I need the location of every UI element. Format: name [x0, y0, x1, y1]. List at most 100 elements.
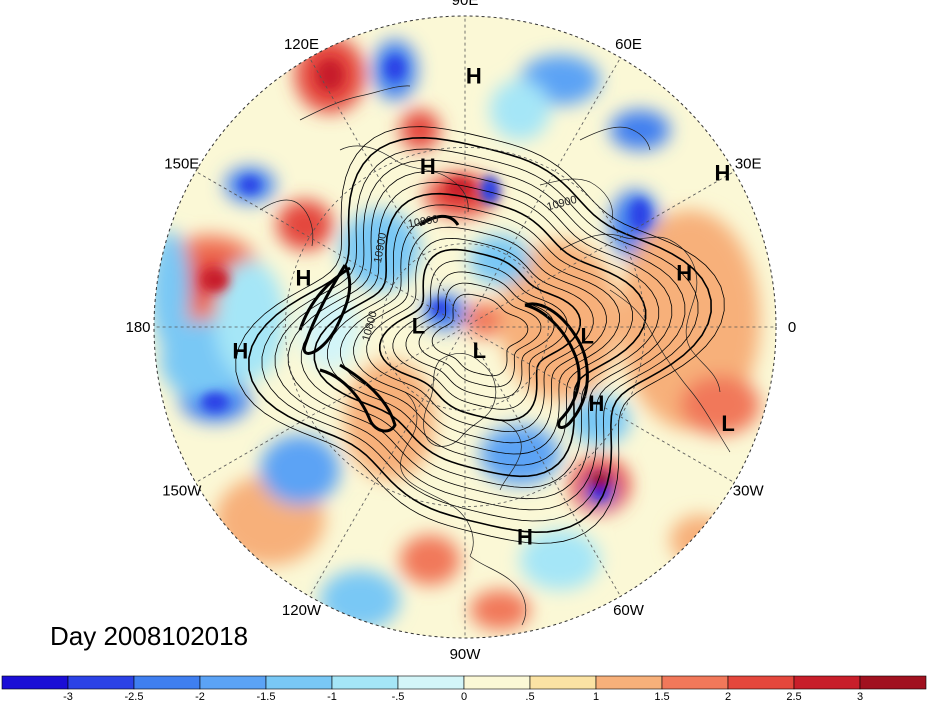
- colorbar-tick-label: .5: [525, 691, 534, 702]
- colorbar-swatch: [199, 675, 267, 690]
- meridian-line: [309, 331, 463, 597]
- height-contour: [313, 192, 647, 478]
- colorbar-tick-label: 1.5: [654, 691, 669, 702]
- anomaly-patch: [320, 570, 400, 630]
- meridian-line: [469, 329, 735, 483]
- colorbar-swatch: [859, 675, 927, 690]
- meridian-line: [195, 329, 461, 483]
- colorbar-tick-label: 1: [593, 691, 599, 702]
- high-pressure-label: H: [420, 154, 436, 179]
- longitude-label: 150W: [162, 483, 202, 500]
- parallel-circle: [284, 146, 646, 508]
- anomaly-patch: [680, 375, 760, 435]
- high-pressure-label: H: [676, 260, 692, 285]
- meridian-line: [195, 171, 461, 325]
- high-pressure-label: H: [588, 391, 604, 416]
- colorbar-tick-label: 0: [461, 691, 467, 702]
- longitude-label: 150E: [164, 156, 199, 173]
- high-pressure-label: H: [714, 160, 730, 185]
- anomaly-patch: [500, 240, 620, 400]
- height-contour: [274, 159, 686, 511]
- longitude-label: 90E: [452, 0, 479, 9]
- anomaly-patch: [670, 515, 730, 565]
- height-contour: [418, 282, 542, 388]
- colorbar-tick-label: 2.5: [786, 691, 801, 702]
- anomaly-patch: [610, 110, 670, 150]
- longitude-label: 120E: [284, 36, 319, 53]
- strong-gradient-contour: [524, 302, 589, 429]
- high-pressure-label: H: [466, 63, 482, 88]
- anomaly-patch: [345, 360, 435, 480]
- colorbar-swatch: [265, 675, 333, 690]
- day-label: Day 2008102018: [50, 621, 248, 651]
- strong-gradient-contour: [419, 214, 460, 227]
- height-contour: [431, 293, 529, 377]
- colorbar-tick-label: 3: [857, 691, 863, 702]
- colorbar-swatch: [529, 675, 597, 690]
- height-contour: [379, 248, 581, 422]
- anomaly-core: [385, 56, 405, 80]
- colorbar-swatch: [67, 675, 135, 690]
- longitude-label: 90W: [450, 646, 482, 663]
- parallel-circle: [381, 243, 549, 411]
- contour-value-label: 10800: [407, 213, 439, 230]
- anomaly-patch: [520, 530, 600, 590]
- longitude-label: 60W: [613, 602, 645, 619]
- map-boundary: [153, 15, 777, 639]
- anomaly-core: [590, 472, 610, 492]
- colorbar-tick-label: -2: [195, 691, 205, 702]
- high-pressure-label: H: [296, 266, 312, 291]
- meridian-line: [467, 331, 621, 597]
- anomaly-patch: [490, 80, 550, 140]
- colorbar-swatch: [133, 675, 201, 690]
- colorbar-swatch: [595, 675, 663, 690]
- anomaly-patch: [277, 200, 333, 250]
- graticule: [154, 16, 776, 638]
- longitude-label: 60E: [615, 36, 642, 53]
- colorbar-swatch: [793, 675, 861, 690]
- longitude-label: 120W: [282, 602, 322, 619]
- colorbar-swatch: [331, 675, 399, 690]
- colorbar-tick-label: -3: [63, 691, 73, 702]
- anomaly-core: [630, 199, 650, 231]
- longitude-label: 0: [788, 319, 796, 336]
- anomaly-patch: [340, 210, 420, 290]
- anomaly-field: [154, 16, 776, 638]
- strong-gradient-contour: [319, 363, 397, 433]
- low-pressure-label: L: [721, 411, 734, 436]
- high-pressure-label: H: [232, 339, 248, 364]
- height-contour: [340, 215, 620, 455]
- anomaly-core: [592, 486, 608, 498]
- low-pressure-label: L: [473, 338, 486, 363]
- meridian-line: [469, 171, 735, 325]
- pressure-center-labels: H H H H H H L L L L H H: [232, 63, 734, 549]
- anomaly-core: [201, 268, 229, 292]
- colorbar-tick-label: -.5: [392, 691, 405, 702]
- longitude-label: 30E: [735, 156, 762, 173]
- strong-gradient-contour: [302, 264, 352, 355]
- height-contour: [287, 170, 673, 500]
- colorbar-swatch: [463, 675, 531, 690]
- height-contour: [235, 126, 725, 544]
- colorbar-swatch: [397, 675, 465, 690]
- contour-value-label: 10900: [372, 232, 389, 264]
- low-pressure-label: L: [580, 324, 593, 349]
- height-contour: [405, 271, 555, 399]
- colorbar: -3 -2.5 -2 -1.5 -1 -.5 0 .5 1 1.5 2 2.5 3: [1, 675, 927, 702]
- longitude-labels: 90E 60E 30E 0 30W 60W 90W 120W 150W 180 150E 120E: [125, 0, 796, 663]
- height-contour: [392, 260, 568, 410]
- longitude-label: 30W: [733, 483, 765, 500]
- anomaly-patch: [215, 260, 285, 380]
- colorbar-tick-label: -1: [327, 691, 337, 702]
- height-contour: [248, 136, 712, 534]
- anomaly-patch: [465, 302, 505, 338]
- anomaly-patch: [570, 395, 630, 445]
- anomaly-patch: [154, 230, 190, 350]
- low-pressure-label: L: [412, 313, 425, 338]
- anomaly-patch: [470, 590, 530, 630]
- height-contour: [353, 226, 607, 444]
- high-pressure-label: H: [517, 524, 533, 549]
- anomaly-core: [430, 300, 450, 316]
- meridian-line: [467, 57, 621, 323]
